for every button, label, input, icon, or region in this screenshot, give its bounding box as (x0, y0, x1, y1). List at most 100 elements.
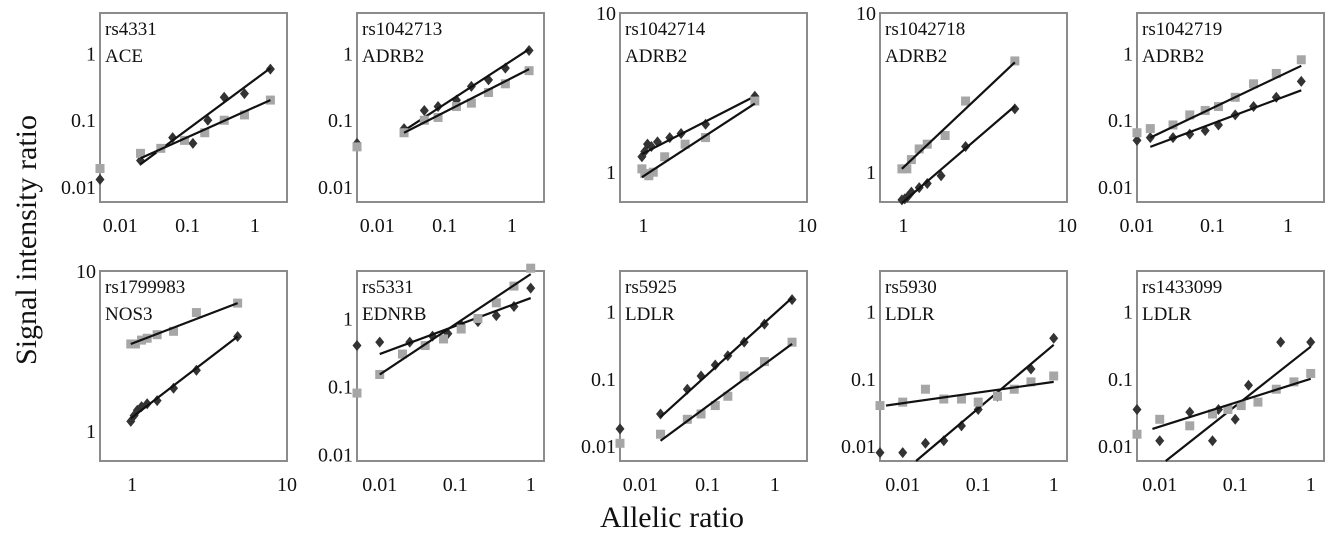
square-point (179, 135, 189, 145)
diamond-fit-line (641, 95, 756, 156)
diamond-point (95, 174, 105, 186)
square-point (1132, 429, 1142, 439)
panel-snp-label: rs1042714 (625, 19, 706, 40)
diamond-point (375, 336, 385, 348)
diamond-point (152, 395, 162, 407)
square-point (701, 133, 711, 143)
diamond-fit-line (1149, 89, 1302, 148)
panel-frame (879, 270, 1068, 462)
square-point (1026, 377, 1036, 387)
x-tick-label: 1 (638, 215, 648, 237)
diamond-point (1132, 134, 1142, 146)
y-tick-label: 1 (343, 309, 353, 331)
square-point (484, 87, 494, 97)
x-tick-label: 0.01 (362, 474, 397, 496)
diamond-point (656, 408, 666, 420)
diamond-point (956, 420, 966, 432)
panel-gene-label: ACE (105, 46, 143, 67)
panel-snp-label: rs1433099 (1142, 277, 1222, 298)
square-point (419, 115, 429, 125)
square-point (637, 164, 647, 174)
square-fit-line (901, 61, 1016, 170)
y-tick-label: 0.01 (1098, 177, 1133, 199)
diamond-point (906, 186, 916, 198)
diamond-point (491, 310, 501, 322)
square-point (1185, 110, 1195, 120)
y-tick-label: 1 (1123, 302, 1133, 324)
diamond-point (787, 294, 797, 306)
x-tick-label: 0.01 (885, 474, 920, 496)
square-point (239, 110, 249, 120)
y-tick-label: 0.1 (71, 110, 96, 132)
square-point (1168, 120, 1178, 130)
square-point (439, 334, 449, 344)
diamond-point (239, 88, 249, 100)
square-point (956, 394, 966, 404)
square-point (1049, 371, 1059, 381)
diamond-fit-line (659, 296, 793, 418)
square-point (473, 314, 483, 323)
diamond-point (168, 132, 178, 144)
y-tick-label: 0.01 (841, 436, 876, 458)
panel-rs1042714: rs1042714 ADRB2 1 10 1 10 (596, 3, 817, 237)
square-point (500, 79, 510, 89)
square-point (680, 139, 690, 149)
square-point (352, 142, 362, 152)
x-tick-label: 0.01 (623, 474, 658, 496)
panel-rs4331: rs4331 ACE 0.01 0.1 1 0.01 0.1 1 (61, 12, 288, 237)
square-point (787, 337, 797, 347)
y-tick-label: 0.01 (318, 444, 353, 466)
diamond-point (1244, 379, 1254, 391)
square-point (1145, 124, 1155, 134)
panel-rs1042718: rs1042718 ADRB2 1 10 1 10 (856, 3, 1077, 237)
square-fit-line (885, 380, 1054, 407)
square-point (920, 384, 930, 394)
diamond-point (419, 104, 429, 116)
panel-rs5925: rs5925 LDLR 0.01 0.1 1 0.01 0.1 1 (581, 270, 808, 496)
panel-frame (99, 270, 288, 462)
panel-gene-label: EDNRB (362, 304, 426, 325)
square-point (1236, 401, 1246, 411)
square-point (1289, 377, 1299, 387)
x-tick-label: 1 (770, 474, 780, 496)
square-point (491, 298, 501, 308)
square-point (875, 401, 885, 411)
square-point (648, 167, 658, 177)
y-tick-label: 0.1 (328, 376, 353, 398)
square-point (524, 66, 534, 76)
square-point (961, 96, 971, 106)
panel-frame (99, 12, 288, 203)
square-point (169, 326, 179, 336)
square-fit-line (641, 102, 756, 179)
diamond-fit-line (379, 297, 532, 356)
panel-snp-label: rs1042713 (362, 19, 442, 40)
x-tick-label: 1 (526, 474, 536, 496)
x-axis-title: Allelic ratio (600, 501, 744, 534)
panel-rs1799983: rs1799983 NOS3 1 10 1 10 (76, 261, 297, 496)
x-tick-label: 0.01 (1142, 474, 1177, 496)
diamond-point (1049, 332, 1059, 344)
panel-frame (619, 12, 808, 203)
diamond-fit-line (901, 105, 1016, 204)
x-tick-label: 0.01 (103, 215, 138, 237)
y-tick-label: 10 (856, 3, 876, 25)
diamond-point (936, 170, 946, 182)
panel-gene-label: ADRB2 (1142, 46, 1204, 67)
square-point (352, 388, 362, 398)
diamond-point (1276, 336, 1286, 348)
panel-rs1433099: rs1433099 LDLR 0.01 0.1 1 0.01 0.1 1 (1098, 270, 1325, 496)
y-tick-label: 0.01 (61, 177, 96, 199)
square-point (660, 152, 670, 162)
y-tick-label: 0.1 (328, 110, 353, 132)
square-point (1132, 128, 1142, 138)
square-fit-line (140, 99, 271, 160)
square-fit-line (659, 343, 793, 442)
y-axis-title: Signal intensity ratio (10, 115, 43, 365)
y-tick-label: 0.01 (581, 436, 616, 458)
square-point (682, 414, 692, 424)
panel-snp-label: rs5925 (625, 277, 677, 298)
y-tick-label: 1 (86, 43, 96, 65)
y-tick-label: 0.1 (1108, 369, 1133, 391)
square-point (992, 391, 1002, 401)
diamond-point (1132, 403, 1142, 415)
